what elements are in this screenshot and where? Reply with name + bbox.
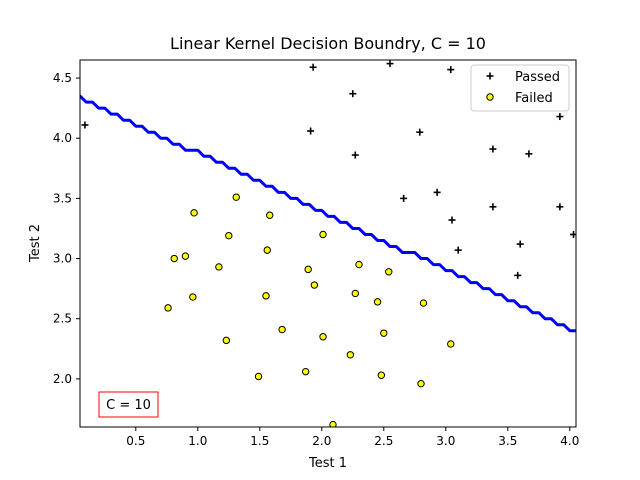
y-tick-label: 3.0 [53, 252, 72, 266]
passed-point [454, 246, 462, 254]
y-tick-label: 2.0 [53, 372, 72, 386]
failed-point [164, 304, 172, 312]
legend-plus-marker [486, 72, 494, 80]
passed-point [489, 145, 497, 153]
failed-point [222, 336, 231, 345]
passed-point [309, 63, 317, 71]
failed-point [266, 211, 274, 219]
failed-point [304, 265, 312, 274]
passed-point [349, 90, 357, 98]
failed-point [190, 209, 198, 217]
x-tick-label: 3.5 [498, 434, 517, 448]
failed-point [170, 254, 178, 263]
failed-point [189, 293, 197, 301]
passed-point [400, 194, 408, 202]
failed-point [380, 329, 388, 337]
failed-point [319, 230, 327, 239]
failed-point [419, 299, 428, 307]
decision-boundary-line [80, 94, 576, 333]
x-tick-label: 2.5 [374, 434, 393, 448]
failed-point [263, 246, 271, 254]
failed-point [373, 298, 382, 306]
failed-point [417, 379, 425, 388]
passed-point [433, 188, 441, 196]
failed-point [351, 289, 359, 298]
failed-point [278, 325, 286, 334]
y-tick-label: 4.0 [53, 131, 72, 145]
failed-point [262, 292, 270, 300]
passed-point [556, 113, 564, 121]
passed-point [386, 60, 394, 68]
y-tick-label: 3.5 [53, 191, 72, 205]
passed-point [81, 121, 89, 129]
passed-point [416, 128, 424, 136]
failed-point [355, 260, 363, 269]
failed-point [385, 268, 393, 276]
legend-label-passed: Passed [515, 70, 560, 85]
legend: Passed Failed [470, 64, 570, 112]
chart-title: Linear Kernel Decision Boundry, C = 10 [170, 34, 486, 53]
failed-point [215, 263, 223, 271]
failed-point [254, 372, 263, 381]
x-tick-label: 0.5 [126, 434, 145, 448]
x-axis-label: Test 1 [308, 456, 347, 471]
failed-point [319, 333, 327, 341]
y-axis-label: Test 2 [28, 224, 43, 263]
failed-point [377, 371, 386, 379]
x-tick-label: 1.5 [250, 434, 269, 448]
passed-point [514, 271, 522, 279]
passed-point [489, 203, 497, 211]
passed-point [556, 203, 564, 211]
passed-point [307, 127, 315, 135]
x-tick-label: 2.0 [312, 434, 331, 448]
x-tick-label: 4.0 [560, 434, 579, 448]
failed-point [181, 252, 190, 260]
failed-point [301, 367, 310, 376]
failed-point [447, 340, 455, 348]
failed-point [225, 231, 233, 240]
legend-label-failed: Failed [515, 91, 553, 106]
passed-point [516, 240, 524, 248]
passed-point [447, 66, 455, 74]
passed-point [525, 150, 533, 158]
y-tick-label: 4.5 [53, 71, 72, 85]
annotation-text: C = 10 [106, 398, 151, 413]
failed-point [232, 193, 240, 201]
failed-point [310, 281, 319, 289]
y-tick-label: 2.5 [53, 312, 72, 326]
legend-circle-marker [486, 93, 494, 101]
failed-point [329, 420, 337, 427]
plot-area [79, 59, 577, 428]
failed-point [346, 351, 355, 359]
x-tick-label: 3.0 [436, 434, 455, 448]
annotation-box: C = 10 [98, 391, 159, 418]
x-tick-label: 1.0 [188, 434, 207, 448]
passed-point [351, 151, 359, 159]
passed-point [448, 216, 456, 224]
